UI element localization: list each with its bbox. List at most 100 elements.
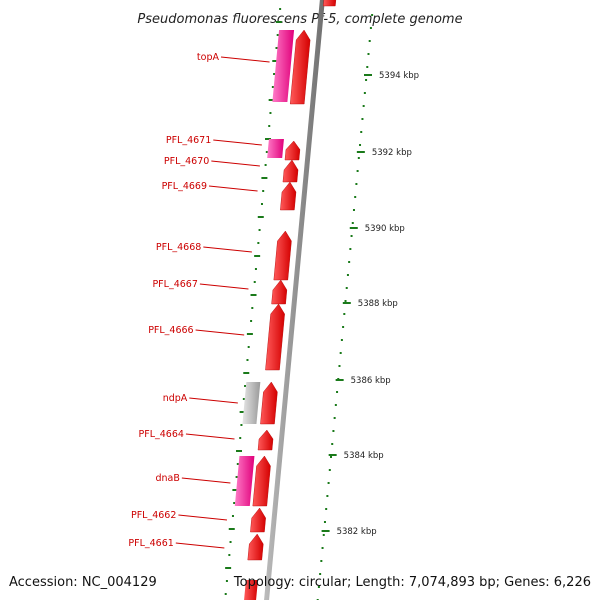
cds-arrow bbox=[271, 279, 288, 305]
scale-tick bbox=[335, 379, 344, 381]
gc-inner-mark bbox=[265, 138, 272, 140]
gc-inner-mark bbox=[254, 268, 257, 270]
cds-arrow bbox=[289, 29, 311, 105]
gene-label-pfl-4667: PFL_4667 bbox=[152, 279, 197, 290]
gene-leader-line bbox=[178, 514, 228, 521]
cds-arrow-partial bbox=[323, 0, 337, 7]
gc-inner-mark bbox=[224, 593, 227, 595]
gc-outer-mark bbox=[338, 365, 341, 367]
gc-inner-mark bbox=[242, 398, 245, 400]
gc-outer-mark bbox=[365, 79, 368, 81]
gc-outer-mark bbox=[342, 326, 345, 328]
gc-inner-mark bbox=[268, 99, 275, 101]
gc-outer-mark bbox=[351, 222, 354, 224]
gene-leader-line bbox=[189, 397, 238, 404]
gc-outer-mark bbox=[325, 508, 328, 510]
cds-arrow bbox=[280, 181, 297, 211]
gene-leader-line bbox=[195, 329, 245, 336]
gene-leader-line bbox=[185, 433, 235, 440]
gc-inner-mark bbox=[254, 255, 261, 257]
gc-inner-mark bbox=[276, 34, 279, 36]
gene-leader-line bbox=[213, 139, 262, 146]
gc-outer-mark bbox=[332, 430, 335, 432]
gc-outer-mark bbox=[355, 183, 358, 185]
gc-inner-mark bbox=[260, 203, 263, 205]
gc-outer-mark bbox=[339, 352, 342, 354]
gc-outer-mark bbox=[326, 495, 329, 497]
cds-box-grey bbox=[242, 382, 261, 424]
gc-outer-mark bbox=[340, 339, 343, 341]
feature-track bbox=[234, 0, 337, 600]
gc-inner-mark bbox=[243, 372, 250, 374]
gene-leader-line bbox=[181, 477, 231, 484]
gc-outer-mark bbox=[336, 391, 339, 393]
gc-inner-mark bbox=[251, 307, 254, 309]
gc-outer-mark bbox=[345, 287, 348, 289]
gc-outer-mark bbox=[320, 560, 323, 562]
gc-outer-mark bbox=[328, 469, 331, 471]
gc-outer-mark bbox=[321, 547, 324, 549]
map-title: Pseudomonas fluorescens Pf-5, complete g… bbox=[137, 12, 462, 27]
gc-outer-mark bbox=[360, 131, 363, 133]
gc-outer-mark bbox=[348, 261, 351, 263]
gene-label-pfl-4666: PFL_4666 bbox=[148, 325, 193, 336]
gene-label-topa: topA bbox=[197, 52, 220, 63]
gc-inner-mark bbox=[246, 359, 249, 361]
gc-inner-mark bbox=[250, 294, 257, 296]
gc-inner-mark bbox=[247, 346, 250, 348]
gc-inner-mark bbox=[236, 463, 239, 465]
cds-arrow bbox=[265, 303, 285, 371]
scale-tick-label: 5384 kbp bbox=[344, 451, 384, 461]
gc-inner-mark bbox=[275, 47, 278, 49]
gc-inner-mark bbox=[258, 229, 261, 231]
gc-outer-mark bbox=[322, 534, 325, 536]
gene-label-pfl-4661: PFL_4661 bbox=[128, 538, 173, 549]
gc-inner-mark bbox=[246, 333, 253, 335]
gc-inner-mark bbox=[239, 437, 242, 439]
topology-text: Topology: circular; Length: 7,074,893 bp… bbox=[233, 575, 591, 590]
gc-outer-mark bbox=[346, 274, 349, 276]
gc-inner-mark bbox=[273, 73, 276, 75]
gc-outer-mark bbox=[367, 53, 370, 55]
gc-inner-mark bbox=[244, 385, 247, 387]
gene-leader-line bbox=[175, 542, 225, 549]
gc-inner-mark bbox=[225, 580, 228, 582]
gc-outer-mark bbox=[361, 118, 364, 120]
gene-label-pfl-4662: PFL_4662 bbox=[131, 510, 176, 521]
scale-tick-label: 5382 kbp bbox=[337, 527, 377, 537]
gc-inner-mark bbox=[228, 554, 231, 556]
gc-inner-mark bbox=[233, 502, 236, 504]
gc-inner-mark bbox=[228, 528, 235, 530]
gene-leader-line bbox=[211, 160, 260, 167]
gc-inner-mark bbox=[240, 424, 243, 426]
accession-text: Accession: NC_004129 bbox=[9, 575, 157, 590]
cds-arrow bbox=[273, 230, 292, 281]
cds-arrow bbox=[282, 159, 299, 183]
gc-inner-mark bbox=[229, 541, 232, 543]
gene-label-pfl-4664: PFL_4664 bbox=[139, 429, 184, 440]
cds-box-pink bbox=[267, 139, 284, 158]
gene-leader-line bbox=[203, 246, 252, 253]
scale-tick bbox=[328, 454, 337, 456]
gene-label-dnab: dnaB bbox=[155, 473, 179, 484]
scale-tick-label: 5390 kbp bbox=[365, 224, 405, 234]
gc-inner-mark bbox=[264, 164, 267, 166]
gc-skew-track bbox=[224, 8, 374, 600]
cds-arrow bbox=[260, 381, 278, 425]
gene-leader-line bbox=[208, 185, 258, 192]
gene-label-pfl-4669: PFL_4669 bbox=[162, 181, 207, 192]
gc-outer-mark bbox=[344, 300, 347, 302]
gene-label-pfl-4668: PFL_4668 bbox=[156, 242, 201, 253]
gc-inner-mark bbox=[232, 489, 239, 491]
gc-outer-mark bbox=[363, 92, 366, 94]
gc-inner-mark bbox=[253, 281, 256, 283]
scale-tick bbox=[356, 151, 365, 153]
gc-inner-mark bbox=[268, 125, 271, 127]
cds-box-pink bbox=[234, 456, 255, 506]
gc-inner-mark bbox=[269, 112, 272, 114]
cds-arrow bbox=[247, 533, 264, 561]
gc-outer-mark bbox=[331, 443, 334, 445]
gc-outer-mark bbox=[356, 170, 359, 172]
gc-inner-mark bbox=[257, 242, 260, 244]
scale-tick bbox=[349, 227, 358, 229]
